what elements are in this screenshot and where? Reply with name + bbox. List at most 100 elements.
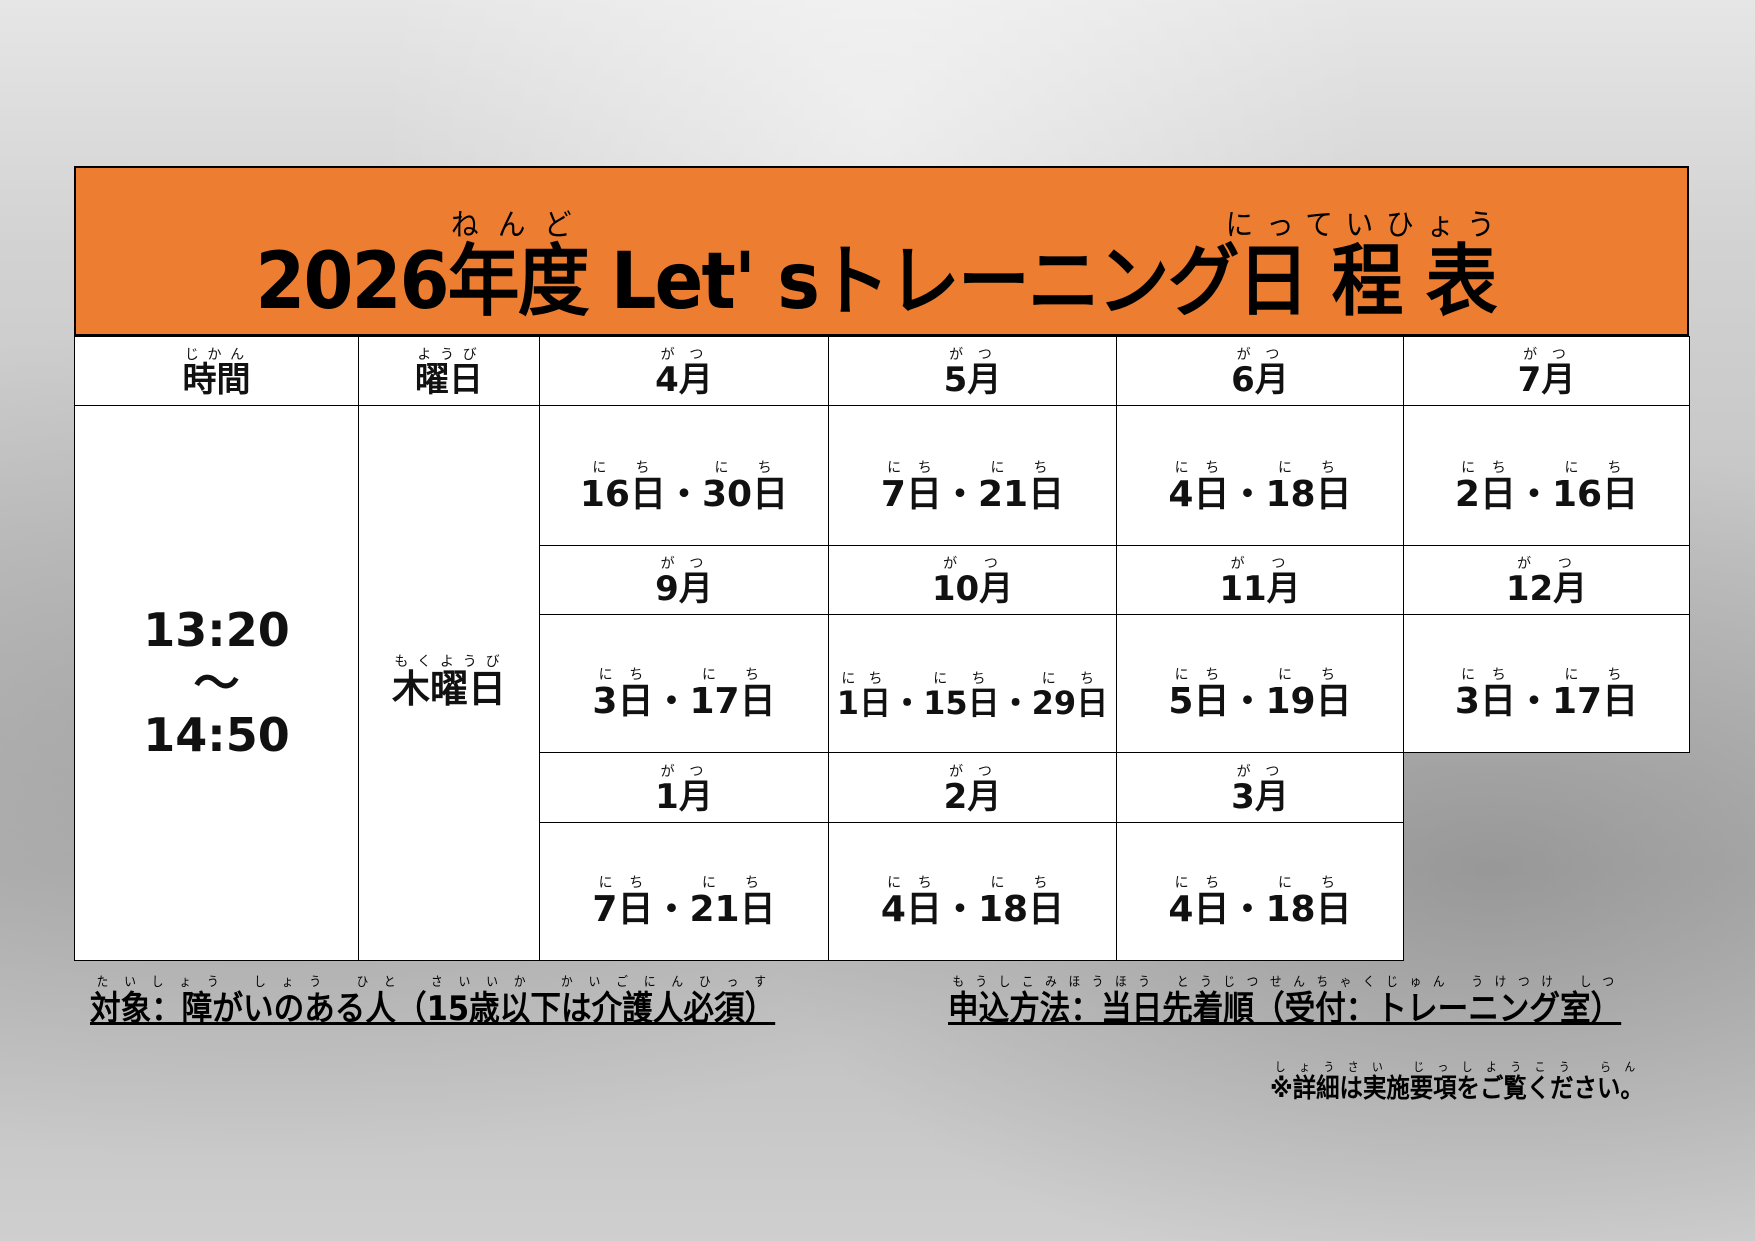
- title-training: トレーニング: [818, 237, 1239, 327]
- month-header: 5月がつ: [828, 336, 1117, 406]
- month-label: 4月: [655, 360, 713, 400]
- target-ruby: たいしょう しょう ひと さいいか かいごにんひっす: [90, 975, 776, 990]
- day-label: 19日: [1265, 681, 1352, 722]
- day-label-ruby: にち: [1551, 460, 1639, 476]
- time-end: 14:50: [143, 708, 290, 763]
- header-weekday-label-ruby: ようび: [415, 347, 483, 363]
- day-cell: 7日にち・ 21日にち: [828, 405, 1117, 546]
- month-header: 4月がつ: [539, 336, 829, 406]
- separator: ・: [1515, 474, 1552, 515]
- day-label: 3日: [592, 681, 654, 722]
- day-label-ruby: にち: [1168, 667, 1230, 683]
- month-label-ruby: がつ: [1517, 347, 1576, 363]
- day-label: 7日: [592, 889, 654, 930]
- day-label-ruby: にち: [1265, 667, 1352, 683]
- apply-text: 申込方法：当日先着順（受付：トレーニング室）: [948, 989, 1622, 1029]
- day-label-ruby: にち: [923, 671, 1000, 687]
- day-label: 2日: [1454, 474, 1516, 515]
- title-nitteihyo-ruby: にっていひょう: [1225, 208, 1508, 243]
- page-title: 2026年度ねんど Let' sトレーニング日程表にっていひょう: [140, 208, 1622, 331]
- day-cell: 3日にち・ 17日にち: [539, 614, 829, 753]
- detail-note: ※詳細は実施要項をご覧ください。しょうさい じっしようこう らん: [1270, 1060, 1644, 1105]
- day-label: 3日: [1454, 681, 1516, 722]
- day-label-ruby: にち: [836, 671, 892, 687]
- month-header: 12月がつ: [1403, 545, 1690, 615]
- day-label: 4日: [880, 889, 942, 930]
- time-sep: 〜: [193, 655, 240, 710]
- day-label-ruby: にち: [592, 875, 654, 891]
- day-label: 15日: [923, 684, 1000, 722]
- target-text: 対象：障がいのある人（15歳以下は介護人必須）: [90, 989, 776, 1029]
- month-header: 7月がつ: [1403, 336, 1690, 406]
- month-label: 11月: [1219, 569, 1301, 609]
- day-label-ruby: にち: [1454, 667, 1516, 683]
- day-label-ruby: にち: [1168, 460, 1230, 476]
- day-label: 21日: [689, 889, 776, 930]
- day-label: 18日: [977, 889, 1065, 930]
- header-time-label: 時間: [182, 360, 251, 400]
- month-header: 6月がつ: [1116, 336, 1404, 406]
- month-label: 12月: [1505, 569, 1588, 609]
- day-cell: 1日にち・ 15日にち・ 29日にち: [828, 614, 1117, 753]
- day-cell: 5日にち・ 19日にち: [1116, 614, 1404, 753]
- day-label: 21日: [977, 474, 1065, 515]
- separator: ・: [1515, 681, 1552, 722]
- month-label-ruby: がつ: [1231, 764, 1289, 780]
- separator: ・: [891, 684, 924, 722]
- day-label-ruby: にち: [702, 460, 789, 476]
- day-label-ruby: にち: [689, 875, 776, 891]
- title-nendo-ruby: ねんど: [447, 208, 588, 243]
- day-label-ruby: にち: [1265, 875, 1352, 891]
- month-header: 10月がつ: [828, 545, 1117, 615]
- day-label: 4日: [1168, 889, 1230, 930]
- day-label-ruby: にち: [592, 667, 654, 683]
- day-cell: 2日にち・ 16日にち: [1403, 405, 1690, 546]
- title-year: 2026: [255, 237, 449, 327]
- day-cell: 16日にち・ 30日にち: [539, 405, 829, 546]
- day-label: 18日: [1265, 889, 1352, 930]
- weekday-label-ruby: もくようび: [391, 654, 506, 671]
- month-label-ruby: がつ: [1505, 556, 1588, 572]
- month-label-ruby: がつ: [943, 347, 1002, 363]
- day-label: 30日: [702, 474, 789, 515]
- header-weekday: 曜日ようび: [358, 336, 540, 406]
- separator: ・: [941, 474, 978, 515]
- day-label: 16日: [1551, 474, 1639, 515]
- month-header: 3月がつ: [1116, 752, 1404, 823]
- day-label-ruby: にち: [579, 460, 666, 476]
- separator: ・: [1229, 474, 1266, 515]
- month-label: 3月: [1231, 777, 1289, 817]
- month-header: 1月がつ: [539, 752, 829, 823]
- day-cell: 4日にち・ 18日にち: [1116, 822, 1404, 961]
- day-label-ruby: にち: [977, 460, 1065, 476]
- month-header: 9月がつ: [539, 545, 829, 615]
- month-label-ruby: がつ: [943, 764, 1002, 780]
- month-label-ruby: がつ: [655, 347, 713, 363]
- day-label: 16日: [579, 474, 666, 515]
- day-label: 18日: [1265, 474, 1352, 515]
- day-label-ruby: にち: [1551, 667, 1639, 683]
- separator: ・: [941, 889, 978, 930]
- separator: ・: [1229, 681, 1266, 722]
- title-nitteihyo: 日程表: [1225, 237, 1510, 327]
- day-label: 17日: [1551, 681, 1639, 722]
- month-label: 7月: [1517, 360, 1576, 400]
- month-label-ruby: がつ: [1219, 556, 1301, 572]
- month-header: 2月がつ: [828, 752, 1117, 823]
- header-time-label-ruby: じかん: [182, 347, 251, 363]
- day-label-ruby: にち: [880, 460, 942, 476]
- day-label-ruby: にち: [1265, 460, 1352, 476]
- day-label: 7日: [880, 474, 942, 515]
- day-label-ruby: にち: [1168, 875, 1230, 891]
- header-weekday-label: 曜日: [415, 360, 483, 400]
- title-banner: 2026年度ねんど Let' sトレーニング日程表にっていひょう: [74, 166, 1689, 336]
- day-label: 29日: [1031, 684, 1109, 722]
- weekday-label: 木曜日: [391, 667, 506, 712]
- day-cell: 7日にち・ 21日にち: [539, 822, 829, 961]
- day-label: 17日: [689, 681, 776, 722]
- month-label: 1月: [655, 777, 713, 817]
- day-label: 4日: [1168, 474, 1230, 515]
- day-cell: 4日にち・ 18日にち: [828, 822, 1117, 961]
- month-label: 6月: [1231, 360, 1289, 400]
- month-label-ruby: がつ: [655, 556, 713, 572]
